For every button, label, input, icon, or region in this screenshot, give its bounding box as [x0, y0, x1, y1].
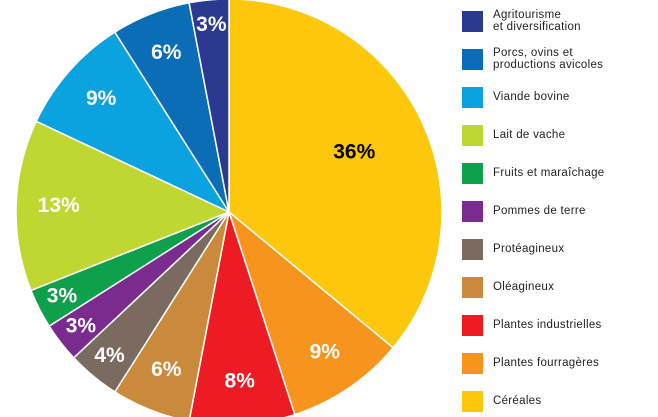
- legend-label: Céréales: [493, 395, 542, 407]
- legend-label: Plantes fourragères: [493, 357, 600, 369]
- legend-item: Plantes fourragères: [462, 346, 599, 380]
- legend-swatch: [462, 276, 483, 298]
- pie: 36% 9% 8% 6% 4% 3% 3% 13% 9% 6% 3%: [15, 0, 443, 417]
- slice-label: 6%: [151, 358, 182, 381]
- legend-label: Oléagineux: [493, 281, 555, 293]
- pie-slice: [188, 0, 230, 213]
- legend-label: Pommes de terre: [493, 205, 586, 217]
- legend-label: Plantes industrielles: [493, 319, 602, 331]
- pie-slice: [35, 31, 232, 214]
- pie-slice: [228, 0, 443, 349]
- slice-label: 8%: [225, 370, 256, 393]
- slice-label: 4%: [94, 344, 125, 367]
- legend-swatch: [462, 124, 483, 146]
- slice-label: 6%: [151, 41, 182, 64]
- legend-item: Fruits et maraîchage: [462, 156, 604, 190]
- legend-swatch: [462, 10, 483, 32]
- legend-swatch: [462, 238, 483, 260]
- legend-label: Viande bovine: [493, 91, 570, 103]
- legend-swatch: [462, 48, 483, 70]
- legend-swatch: [462, 162, 483, 184]
- legend-swatch: [462, 314, 483, 336]
- slice-label: 36%: [333, 141, 375, 164]
- slice-label: 13%: [38, 194, 80, 217]
- legend-item: Agritourisme et diversification: [462, 4, 581, 38]
- legend-label: Fruits et maraîchage: [493, 167, 605, 179]
- pie-slice: [189, 211, 296, 417]
- slice-label: 3%: [66, 314, 97, 337]
- pie-slice: [227, 209, 395, 416]
- legend-item: Lait de vache: [462, 118, 565, 152]
- legend-swatch: [462, 200, 483, 222]
- legend-item: Céréales: [462, 384, 541, 417]
- slice-label: 3%: [196, 13, 227, 36]
- legend-item: Plantes industrielles: [462, 308, 602, 342]
- slice-label: 9%: [310, 340, 341, 363]
- legend-swatch: [462, 352, 483, 374]
- legend-label: Agritourisme et diversification: [493, 9, 581, 33]
- slice-label: 3%: [47, 285, 78, 308]
- legend-label: Protéagineux: [493, 243, 565, 255]
- legend-item: Viande bovine: [462, 80, 570, 114]
- legend-item: Porcs, ovins et productions avicoles: [462, 42, 603, 76]
- legend-item: Oléagineux: [462, 270, 554, 304]
- slice-label: 9%: [86, 87, 117, 110]
- legend-swatch: [462, 390, 483, 412]
- legend-label: Lait de vache: [493, 129, 566, 141]
- legend-item: Protéagineux: [462, 232, 564, 266]
- legend-swatch: [462, 86, 483, 108]
- pie-slice: [15, 120, 231, 292]
- legend-label: Porcs, ovins et productions avicoles: [493, 47, 604, 71]
- legend-item: Pommes de terre: [462, 194, 586, 228]
